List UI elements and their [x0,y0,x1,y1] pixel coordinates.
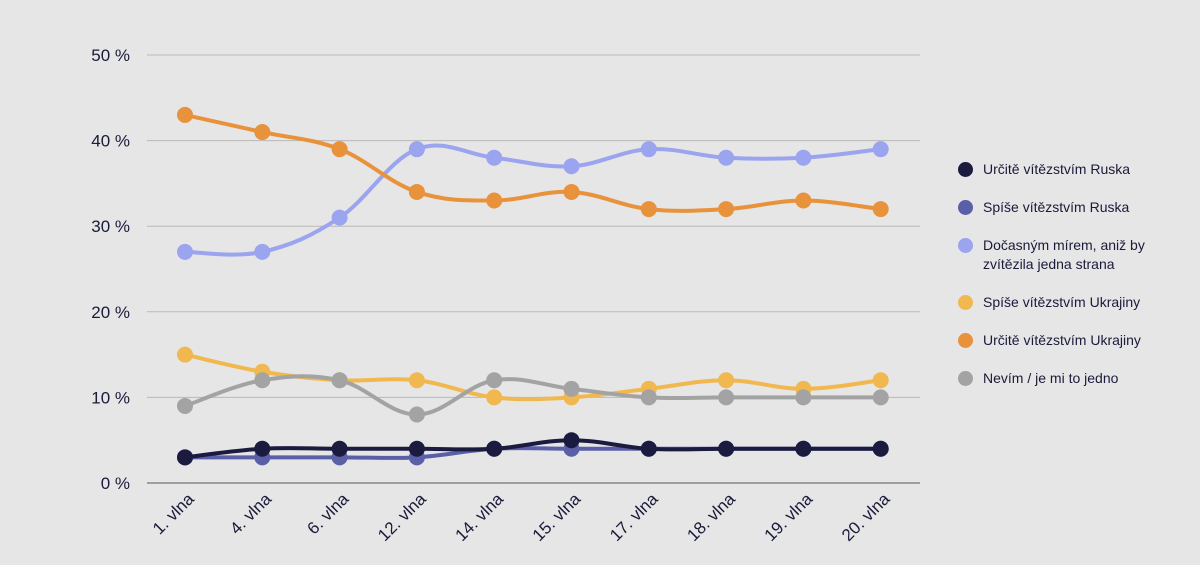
data-point [486,149,503,166]
x-tick-label: 4. vlna [226,489,275,538]
data-point [486,192,503,209]
legend: Určitě vítězstvím Ruska Spíše vítězstvím … [958,160,1188,407]
y-tick-label: 40 % [91,132,130,151]
data-point [486,389,503,406]
x-tick-label: 17. vlna [606,489,662,545]
data-point [795,149,812,166]
data-point [718,389,735,406]
x-tick-label: 14. vlna [451,489,507,545]
data-point [408,372,425,389]
x-tick-label: 18. vlna [683,489,739,545]
legend-label: Určitě vítězstvím Ukrajiny [983,332,1141,348]
x-tick-label: 20. vlna [838,489,894,545]
y-axis-ticks: 0 % 10 % 20 % 30 % 40 % 50 % [91,46,130,493]
data-point [177,449,193,466]
y-tick-label: 30 % [91,217,130,236]
data-point [640,201,657,218]
data-point [254,243,271,260]
data-point [408,183,425,200]
data-point [872,440,889,457]
data-point [718,372,735,389]
data-point [563,380,580,397]
data-point [177,346,193,363]
legend-swatch [958,371,973,386]
data-point [872,372,889,389]
data-point [331,440,348,457]
y-tick-label: 20 % [91,303,130,322]
data-point [563,158,580,175]
x-tick-label: 19. vlna [761,489,817,545]
legend-item: Nevím / je mi to jedno [958,369,1188,388]
series-5 [177,372,889,423]
data-point [486,372,503,389]
legend-swatch [958,162,973,177]
data-point [408,440,425,457]
legend-label: Určitě vítězstvím Ruska [983,161,1131,177]
series-line [183,374,883,417]
series-4 [177,106,889,218]
legend-swatch [958,333,973,348]
data-point [795,389,812,406]
legend-item: Spíše vítězstvím Ruska [958,198,1188,217]
series-line [183,438,883,460]
data-point [640,389,657,406]
data-point [177,106,193,123]
data-point [872,141,889,158]
data-point [486,440,503,457]
series-line [183,112,883,213]
series-0 [177,432,889,466]
x-tick-label: 1. vlna [149,489,198,538]
series-2 [177,141,889,260]
legend-label: Spíše vítězstvím Ukrajiny [983,294,1141,310]
legend-label: Nevím / je mi to jedno [983,370,1119,386]
data-point [254,372,271,389]
data-point [640,141,657,158]
x-tick-label: 12. vlna [374,489,430,545]
data-point [872,201,889,218]
data-point [331,209,348,226]
y-tick-label: 10 % [91,388,130,407]
x-axis-ticks: 1. vlna 4. vlna 6. vlna 12. vlna 14. vlna 15.… [149,489,894,545]
legend-label: Dočasným mírem, aniž by zvítězila jedna … [983,237,1145,272]
legend-item: Dočasným mírem, aniž by zvítězila jedna … [958,236,1188,274]
x-tick-label: 15. vlna [529,489,585,545]
grid-lines [147,54,920,484]
legend-label: Spíše vítězstvím Ruska [983,199,1130,215]
data-point [872,389,889,406]
series-line [183,143,883,257]
data-point [408,406,425,423]
legend-swatch [958,200,973,215]
y-tick-label: 50 % [91,46,130,65]
legend-swatch [958,238,973,253]
data-point [563,432,580,449]
data-point [718,149,735,166]
data-point [177,397,193,414]
y-tick-label: 0 % [101,474,130,493]
data-point [718,440,735,457]
data-point [331,372,348,389]
x-tick-label: 6. vlna [304,489,353,538]
data-point [795,192,812,209]
legend-item: Určitě vítězstvím Ruska [958,160,1188,179]
data-point [408,141,425,158]
data-point [640,440,657,457]
data-point [795,440,812,457]
data-point [718,201,735,218]
data-point [254,440,271,457]
data-point [177,243,193,260]
data-point [331,141,348,158]
legend-item: Určitě vítězstvím Ukrajiny [958,331,1188,350]
data-point [563,183,580,200]
legend-item: Spíše vítězstvím Ukrajiny [958,293,1188,312]
series-lines [177,106,889,466]
legend-swatch [958,295,973,310]
data-point [254,124,271,141]
